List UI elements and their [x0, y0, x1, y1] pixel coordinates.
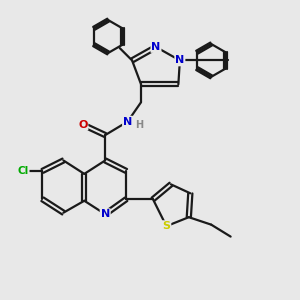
Text: H: H — [135, 120, 143, 130]
Text: N: N — [175, 56, 184, 65]
Text: N: N — [151, 42, 160, 52]
Text: O: O — [78, 120, 88, 130]
Text: Cl: Cl — [17, 166, 29, 176]
Text: N: N — [100, 209, 110, 219]
Text: N: N — [123, 117, 132, 127]
Text: S: S — [162, 221, 170, 231]
